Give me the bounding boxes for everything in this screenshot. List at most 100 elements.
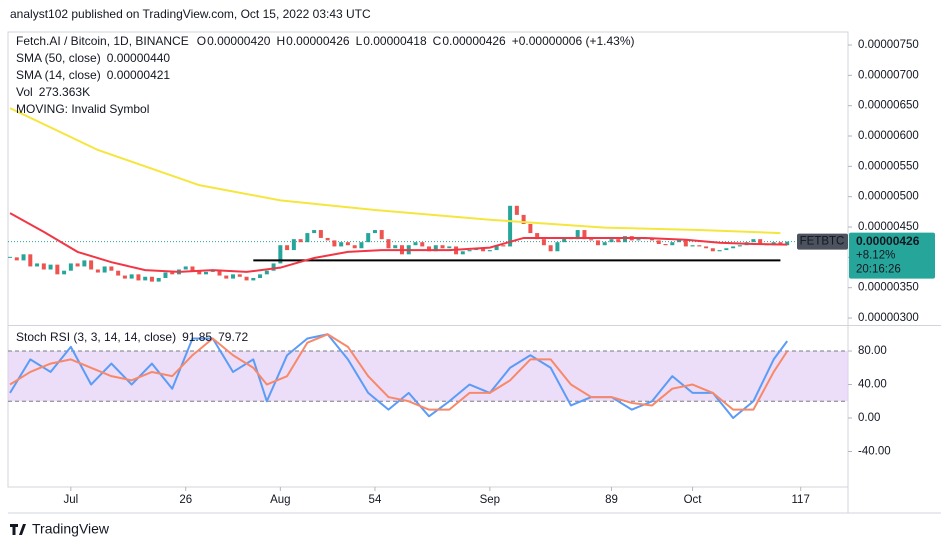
candle xyxy=(41,263,46,270)
candle xyxy=(332,240,337,247)
x-tick-label: 54 xyxy=(369,494,382,506)
stoch-k-value: 91.85 xyxy=(182,330,212,344)
sma-name: SMA (50, close) xyxy=(16,51,101,65)
y-tick-label: 80.00 xyxy=(858,345,887,357)
candle xyxy=(149,276,154,282)
y-tick-label: 0.00000450 xyxy=(858,221,919,233)
candle xyxy=(366,233,371,243)
candle xyxy=(372,230,377,234)
candle xyxy=(427,246,432,252)
candle xyxy=(352,245,357,249)
y-tick-label: 0.00000500 xyxy=(858,191,919,203)
candle xyxy=(521,214,526,224)
sma-value: 0.00000421 xyxy=(107,68,171,82)
candle xyxy=(420,242,425,247)
candle xyxy=(636,239,641,241)
candle xyxy=(663,244,668,246)
candle xyxy=(312,230,317,234)
symbol-box xyxy=(797,233,848,250)
candle xyxy=(737,245,742,247)
y-tick-label: 0.00000350 xyxy=(858,282,919,294)
candle xyxy=(656,240,661,245)
candle xyxy=(325,237,330,241)
candle xyxy=(21,254,26,261)
y-tick-label: 0.00000650 xyxy=(858,100,919,112)
sma-value: 0.00000440 xyxy=(107,51,171,65)
candle xyxy=(116,270,121,276)
candle xyxy=(670,242,675,246)
candle xyxy=(508,205,513,247)
y-tick-label: -40.00 xyxy=(858,446,891,458)
price-box xyxy=(849,232,935,279)
candle xyxy=(710,248,715,252)
candle xyxy=(55,264,60,275)
candle xyxy=(595,240,600,246)
candle xyxy=(535,233,540,240)
candle xyxy=(75,263,80,267)
candle xyxy=(82,260,87,267)
x-tick-label: 117 xyxy=(792,494,810,506)
y-tick-label: 0.00000700 xyxy=(858,69,919,81)
candle xyxy=(731,246,736,249)
y-tick-label: 0.00000300 xyxy=(858,312,919,324)
ohlc-change: +0.00000006 (+1.43%) xyxy=(512,34,635,48)
volume-name: Vol xyxy=(16,85,33,99)
candle xyxy=(677,239,682,243)
candle xyxy=(751,239,756,243)
candle xyxy=(28,254,33,267)
chart-title: Fetch.AI / Bitcoin, 1D, BINANCE xyxy=(16,34,189,48)
ohlc-key: H xyxy=(276,34,285,48)
x-tick-label: Oct xyxy=(684,494,703,506)
candle xyxy=(345,242,350,246)
candle xyxy=(339,242,344,247)
candle xyxy=(35,263,40,267)
candle xyxy=(528,223,533,234)
stoch-line xyxy=(9,333,789,411)
candle xyxy=(683,239,688,247)
candle xyxy=(163,272,168,278)
candle xyxy=(602,242,607,246)
candle xyxy=(231,274,236,279)
volume-value: 273.363K xyxy=(39,85,90,99)
candle xyxy=(62,270,67,275)
candle xyxy=(413,242,418,246)
candle xyxy=(717,250,722,252)
candle xyxy=(251,277,256,281)
price-value: 0.00000426 xyxy=(856,234,920,248)
candle xyxy=(224,275,229,279)
x-tick-label: Aug xyxy=(270,494,290,506)
candle xyxy=(494,245,499,251)
candle xyxy=(89,260,94,270)
candle xyxy=(197,270,202,275)
ohlc-value: 0.00000420 xyxy=(207,34,271,48)
candle xyxy=(379,230,384,240)
stoch-d-value: 79.72 xyxy=(218,330,248,344)
candle xyxy=(244,276,249,281)
x-tick-label: 26 xyxy=(179,494,192,506)
candle xyxy=(575,230,580,240)
y-tick-label: 0.00000750 xyxy=(858,39,919,51)
sma-name: SMA (14, close) xyxy=(16,68,101,82)
candle xyxy=(102,266,107,273)
candle xyxy=(204,271,209,275)
candle xyxy=(68,263,73,271)
y-tick-label: 0.00000600 xyxy=(858,130,919,142)
candle xyxy=(467,250,472,252)
candle xyxy=(541,239,546,246)
stoch-line xyxy=(9,333,788,420)
candle xyxy=(271,263,276,271)
candle xyxy=(237,274,242,277)
ohlc-key: L xyxy=(356,34,363,48)
candle xyxy=(386,239,391,249)
candle xyxy=(285,245,290,251)
candle xyxy=(48,264,53,270)
candle xyxy=(170,272,175,275)
x-tick-label: Sep xyxy=(480,494,500,506)
candle xyxy=(758,239,763,245)
candle xyxy=(487,250,492,252)
candle xyxy=(704,246,709,249)
y-tick-label: 40.00 xyxy=(858,379,887,391)
candle xyxy=(264,270,269,275)
